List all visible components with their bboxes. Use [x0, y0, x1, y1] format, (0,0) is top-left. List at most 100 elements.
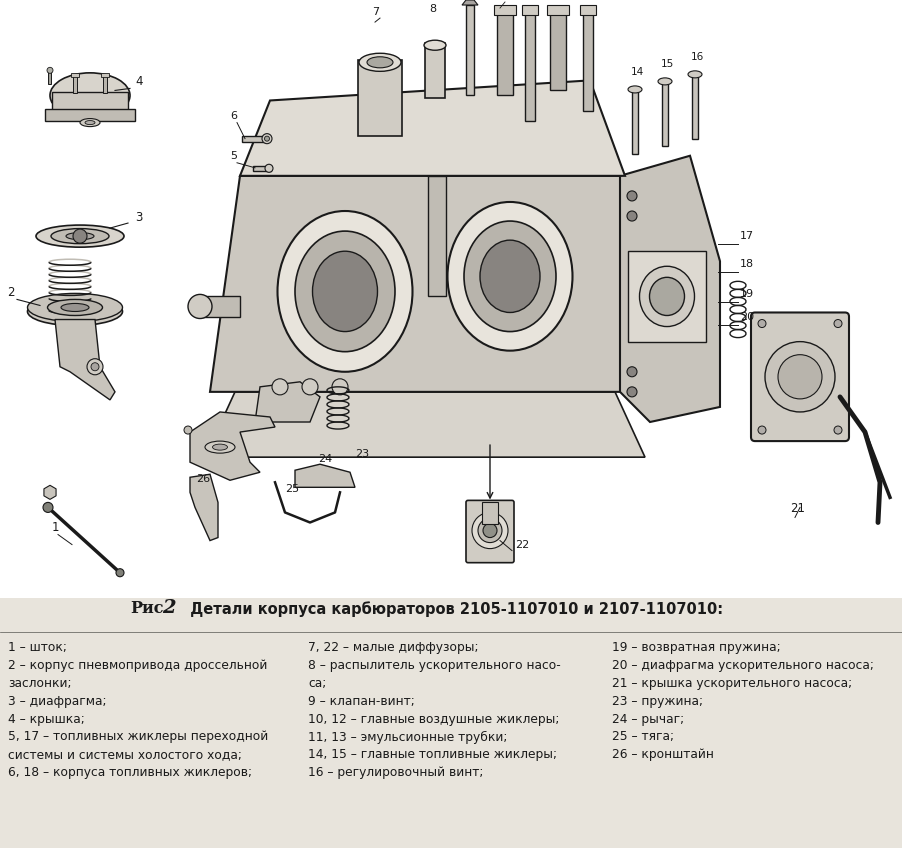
- Ellipse shape: [51, 229, 109, 243]
- Polygon shape: [210, 176, 650, 392]
- Circle shape: [116, 569, 124, 577]
- Circle shape: [765, 342, 835, 412]
- Circle shape: [472, 512, 508, 549]
- Circle shape: [262, 134, 272, 143]
- Ellipse shape: [658, 78, 672, 85]
- Ellipse shape: [36, 225, 124, 247]
- Bar: [358, 60, 402, 136]
- Text: 2: 2: [162, 599, 176, 617]
- Bar: [482, 502, 498, 525]
- Text: 5, 17 – топливных жиклеры переходной: 5, 17 – топливных жиклеры переходной: [8, 730, 268, 744]
- Polygon shape: [295, 464, 355, 488]
- Polygon shape: [190, 474, 218, 540]
- Text: 8 – распылитель ускорительного насо-: 8 – распылитель ускорительного насо-: [308, 659, 561, 672]
- Circle shape: [834, 320, 842, 327]
- Ellipse shape: [367, 57, 393, 68]
- Bar: [101, 73, 109, 77]
- Polygon shape: [190, 412, 275, 480]
- Text: 6, 18 – корпуса топливных жиклеров;: 6, 18 – корпуса топливных жиклеров;: [8, 767, 252, 779]
- Bar: [494, 5, 516, 15]
- Bar: [428, 176, 446, 297]
- Circle shape: [43, 502, 53, 512]
- Bar: [497, 10, 513, 96]
- Text: 24 – рычаг;: 24 – рычаг;: [612, 712, 684, 726]
- Bar: [48, 72, 51, 85]
- Ellipse shape: [85, 120, 95, 125]
- Text: 15: 15: [661, 59, 675, 70]
- Circle shape: [302, 379, 318, 395]
- Text: 21 – крышка ускорительного насоса;: 21 – крышка ускорительного насоса;: [612, 677, 852, 689]
- Text: са;: са;: [308, 677, 327, 689]
- Ellipse shape: [73, 229, 87, 243]
- Text: системы и системы холостого хода;: системы и системы холостого хода;: [8, 749, 242, 762]
- Bar: [632, 88, 638, 153]
- Text: 21: 21: [790, 502, 805, 516]
- Polygon shape: [462, 0, 478, 5]
- Text: Детали корпуса карбюраторов 2105-1107010 и 2107-1107010:: Детали корпуса карбюраторов 2105-1107010…: [180, 601, 723, 617]
- Ellipse shape: [447, 202, 573, 351]
- Text: 8: 8: [429, 4, 437, 14]
- Text: 17: 17: [740, 232, 754, 241]
- Text: 2 – корпус пневмопривода дроссельной: 2 – корпус пневмопривода дроссельной: [8, 659, 267, 672]
- Text: 14, 15 – главные топливные жиклеры;: 14, 15 – главные топливные жиклеры;: [308, 749, 557, 762]
- Circle shape: [184, 426, 192, 434]
- Circle shape: [47, 67, 53, 73]
- Text: 16: 16: [691, 53, 704, 62]
- FancyBboxPatch shape: [466, 500, 514, 563]
- Text: 10: 10: [500, 0, 513, 2]
- Text: 3 – диафрагма;: 3 – диафрагма;: [8, 695, 106, 707]
- Polygon shape: [205, 392, 645, 457]
- Text: 24: 24: [318, 455, 332, 464]
- Bar: [628, 251, 706, 342]
- FancyBboxPatch shape: [751, 312, 849, 441]
- Ellipse shape: [80, 119, 100, 126]
- Ellipse shape: [640, 266, 695, 326]
- Bar: [425, 43, 445, 98]
- Text: 26 – кронштайн: 26 – кронштайн: [612, 749, 713, 762]
- Bar: [71, 73, 79, 77]
- Bar: [466, 5, 474, 96]
- Ellipse shape: [312, 251, 378, 332]
- Bar: [45, 109, 135, 120]
- Text: 9 – клапан-винт;: 9 – клапан-винт;: [308, 695, 415, 707]
- Text: 20: 20: [740, 311, 754, 321]
- Bar: [242, 136, 267, 142]
- Ellipse shape: [628, 86, 642, 93]
- Ellipse shape: [66, 232, 94, 240]
- Circle shape: [264, 137, 270, 141]
- Ellipse shape: [480, 240, 540, 312]
- Text: 18: 18: [740, 259, 754, 270]
- Text: 13: 13: [583, 0, 596, 2]
- Ellipse shape: [295, 232, 395, 352]
- Circle shape: [188, 294, 212, 319]
- Ellipse shape: [205, 441, 235, 453]
- Bar: [583, 10, 593, 110]
- Ellipse shape: [649, 277, 685, 315]
- Text: 20 – диафрагма ускорительного насоса;: 20 – диафрагма ускорительного насоса;: [612, 659, 874, 672]
- Bar: [52, 92, 128, 110]
- Bar: [550, 10, 566, 91]
- Text: 22: 22: [515, 539, 529, 550]
- Text: 7: 7: [372, 7, 379, 17]
- Text: 26: 26: [196, 474, 210, 484]
- Ellipse shape: [359, 53, 401, 71]
- Circle shape: [627, 387, 637, 397]
- Ellipse shape: [27, 293, 123, 321]
- Ellipse shape: [688, 71, 702, 78]
- Text: 23: 23: [355, 449, 369, 459]
- Bar: [200, 297, 240, 316]
- Text: 25: 25: [285, 484, 299, 494]
- Text: 25 – тяга;: 25 – тяга;: [612, 730, 674, 744]
- Ellipse shape: [213, 444, 227, 450]
- Bar: [547, 5, 569, 15]
- Text: 19 – возвратная пружина;: 19 – возвратная пружина;: [612, 641, 780, 654]
- Text: 3: 3: [135, 211, 143, 224]
- Circle shape: [332, 379, 348, 395]
- Bar: [522, 5, 538, 15]
- Bar: [525, 10, 535, 120]
- Ellipse shape: [278, 211, 412, 371]
- Polygon shape: [255, 382, 320, 422]
- Circle shape: [758, 426, 766, 434]
- Circle shape: [478, 518, 502, 543]
- Text: 4 – крышка;: 4 – крышка;: [8, 712, 85, 726]
